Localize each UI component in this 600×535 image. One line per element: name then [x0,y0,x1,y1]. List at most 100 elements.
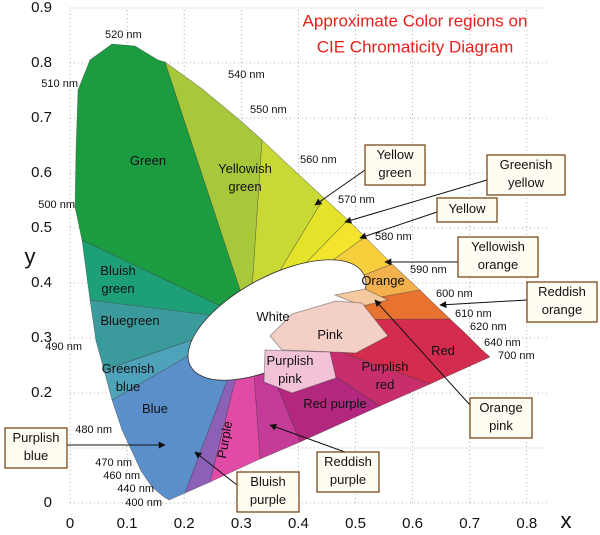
x-tick-label: 0.3 [231,515,252,532]
region-label-line: Yellowish [218,161,272,176]
region-label: Green [130,153,166,168]
callout-label-line: Bluish [250,474,285,489]
callout-label-line: yellow [508,175,545,190]
region-label-line: Purple [214,420,235,460]
region-label-line: Pink [317,327,343,342]
x-tick-label: 0.5 [345,515,366,532]
region-label-line: blue [116,379,141,394]
callout-arrow [439,299,528,309]
region-label-line: green [101,281,134,296]
region-label: Yellowish green [218,161,272,194]
callout-box [4,427,68,469]
callout-arrow [359,211,438,240]
region-label-line: Bluegreen [100,313,159,328]
callout-label-line: orange [542,302,582,317]
callout-label: Yellow [448,201,486,216]
labels: 00.10.20.30.40.50.60.70.800.10.20.30.40.… [4,0,598,533]
region-label-line: Red purple [303,396,367,411]
callout-label-line: orange [478,257,518,272]
wavelength-label: 580 nm [375,231,412,243]
callout-box [469,397,533,439]
pink-region [269,300,389,354]
wavelength-label: 520 nm [105,29,142,41]
callout-label-line: purple [330,472,366,487]
callout-label-line: green [378,165,411,180]
region-label-line: Purplish [362,359,409,374]
callout-label: Reddish purple [324,454,372,487]
wavelength-label: 510 nm [41,78,78,90]
region-label: Purplish pink [267,353,314,386]
region-label: Red purple [303,396,367,411]
callout-label-line: Yellow [448,201,486,216]
callout-box [457,236,539,278]
wavelength-label: 400 nm [125,497,162,509]
callout-arrow [314,169,366,206]
region-label-line: Blue [142,401,168,416]
wavelength-label: 560 nm [300,154,337,166]
callout-box [436,197,498,223]
region-label-line: Purplish [267,353,314,368]
region-label-line: pink [278,371,302,386]
callout-box [486,154,566,196]
region-label: Greenish blue [102,361,155,394]
region-label: Pink [317,327,343,342]
region-label: Orange [361,273,404,288]
callout-label: Yellowish orange [471,239,525,272]
title-line: CIE Chromaticity Diagram [317,37,514,56]
callout-box [236,471,300,513]
callout-label-line: blue [24,448,49,463]
wavelength-label: 590 nm [410,264,447,276]
wavelength-label: 700 nm [498,350,535,362]
callout-arrow [374,299,471,406]
wavelength-label: 440 nm [117,483,154,495]
callout-label-line: Yellow [376,147,414,162]
callout-label-line: Orange [479,400,522,415]
color-region [74,43,251,321]
callout-label: Yellow green [376,147,414,180]
wavelength-label: 480 nm [75,424,112,436]
callout-label: Greenish yellow [500,157,553,190]
x-tick-label: 0.8 [516,515,537,532]
region-label-line: Green [130,153,166,168]
region-label-line: red [376,377,395,392]
region-label-line: Orange [361,273,404,288]
x-tick-label: 0.4 [288,515,309,532]
callout-label-line: Reddish [538,284,586,299]
region-label: Blue [142,401,168,416]
callout-label: Orange pink [479,400,522,433]
wavelength-label: 640 nm [484,337,521,349]
region-label: Bluish green [100,263,135,296]
wavelength-label: 610 nm [455,308,492,320]
region-label-line: Bluish [100,263,135,278]
y-tick-label: 0 [44,494,52,511]
purplish-pink-region [263,349,337,394]
region-label: Purplish red [362,359,409,392]
region-label-line: White [256,309,289,324]
y-tick-label: 0.6 [31,164,52,181]
x-tick-label: 0.1 [117,515,138,532]
wavelength-label: 460 nm [103,470,140,482]
callout-label: Purplish blue [13,430,60,463]
y-tick-label: 0.7 [31,109,52,126]
y-axis-label: y [25,244,36,269]
x-tick-label: 0.7 [459,515,480,532]
x-tick-label: 0.2 [174,515,195,532]
region-label: Red [431,343,455,358]
callout-label-line: Yellowish [471,239,525,254]
callout-label: Bluish purple [250,474,286,507]
wavelength-label: 500 nm [38,199,75,211]
callout-label-line: Reddish [324,454,372,469]
callout-label-line: Greenish [500,157,553,172]
x-tick-label: 0 [66,515,74,532]
x-axis-label: x [561,508,572,533]
region-label: White [256,309,289,324]
y-tick-label: 0.5 [31,219,52,236]
y-tick-label: 0.3 [31,329,52,346]
wavelength-label: 570 nm [338,194,375,206]
region-label: Purple [214,420,235,460]
center-regions [187,259,390,394]
callout-label-line: pink [489,418,513,433]
region-label-line: Red [431,343,455,358]
region-label-line: green [228,179,261,194]
wavelength-label: 600 nm [436,288,473,300]
